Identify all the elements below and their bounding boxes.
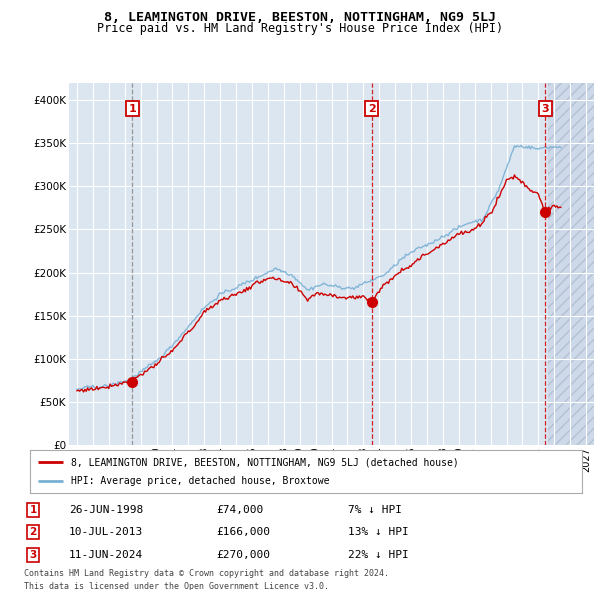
Text: £74,000: £74,000 xyxy=(216,505,263,514)
Text: 1: 1 xyxy=(128,103,136,113)
Text: £270,000: £270,000 xyxy=(216,550,270,559)
Text: Contains HM Land Registry data © Crown copyright and database right 2024.: Contains HM Land Registry data © Crown c… xyxy=(24,569,389,578)
Text: 22% ↓ HPI: 22% ↓ HPI xyxy=(348,550,409,559)
Bar xyxy=(548,83,594,445)
Text: 8, LEAMINGTON DRIVE, BEESTON, NOTTINGHAM, NG9 5LJ: 8, LEAMINGTON DRIVE, BEESTON, NOTTINGHAM… xyxy=(104,11,496,24)
Text: 3: 3 xyxy=(542,103,549,113)
Bar xyxy=(548,83,594,445)
Text: 2: 2 xyxy=(29,527,37,537)
Text: 8, LEAMINGTON DRIVE, BEESTON, NOTTINGHAM, NG9 5LJ (detached house): 8, LEAMINGTON DRIVE, BEESTON, NOTTINGHAM… xyxy=(71,457,459,467)
Text: HPI: Average price, detached house, Broxtowe: HPI: Average price, detached house, Brox… xyxy=(71,476,330,486)
Text: Price paid vs. HM Land Registry's House Price Index (HPI): Price paid vs. HM Land Registry's House … xyxy=(97,22,503,35)
Text: 13% ↓ HPI: 13% ↓ HPI xyxy=(348,527,409,537)
Text: 1: 1 xyxy=(29,505,37,514)
Text: 10-JUL-2013: 10-JUL-2013 xyxy=(69,527,143,537)
Text: 26-JUN-1998: 26-JUN-1998 xyxy=(69,505,143,514)
Text: This data is licensed under the Open Government Licence v3.0.: This data is licensed under the Open Gov… xyxy=(24,582,329,590)
Text: 7% ↓ HPI: 7% ↓ HPI xyxy=(348,505,402,514)
Text: 3: 3 xyxy=(29,550,37,559)
Text: 2: 2 xyxy=(368,103,376,113)
Text: £166,000: £166,000 xyxy=(216,527,270,537)
Text: 11-JUN-2024: 11-JUN-2024 xyxy=(69,550,143,559)
